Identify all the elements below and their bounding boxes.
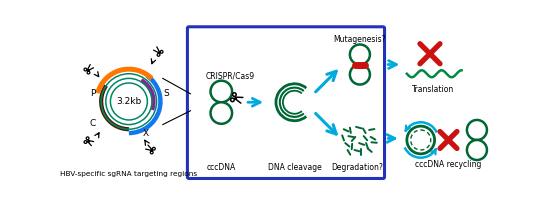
Text: 3.2kb: 3.2kb: [116, 97, 142, 106]
Text: Degradation?: Degradation?: [331, 163, 383, 172]
Text: Mutagenesis?: Mutagenesis?: [334, 35, 386, 44]
Text: CRISPR/Cas9: CRISPR/Cas9: [206, 72, 255, 81]
Text: HBV-specific sgRNA targeting regions: HBV-specific sgRNA targeting regions: [60, 171, 198, 177]
Text: P: P: [90, 89, 95, 98]
Circle shape: [210, 81, 232, 102]
Text: DNA cleavage: DNA cleavage: [268, 163, 321, 172]
Circle shape: [467, 120, 487, 140]
Text: cccDNA recycling: cccDNA recycling: [415, 160, 482, 169]
Text: cccDNA: cccDNA: [206, 163, 236, 172]
Circle shape: [467, 140, 487, 160]
FancyBboxPatch shape: [187, 27, 384, 178]
Circle shape: [350, 44, 370, 64]
Text: X: X: [143, 129, 149, 138]
Circle shape: [350, 64, 370, 84]
Text: Translation: Translation: [412, 84, 454, 94]
Text: S: S: [163, 89, 169, 98]
Circle shape: [210, 102, 232, 124]
Text: C: C: [90, 119, 96, 128]
